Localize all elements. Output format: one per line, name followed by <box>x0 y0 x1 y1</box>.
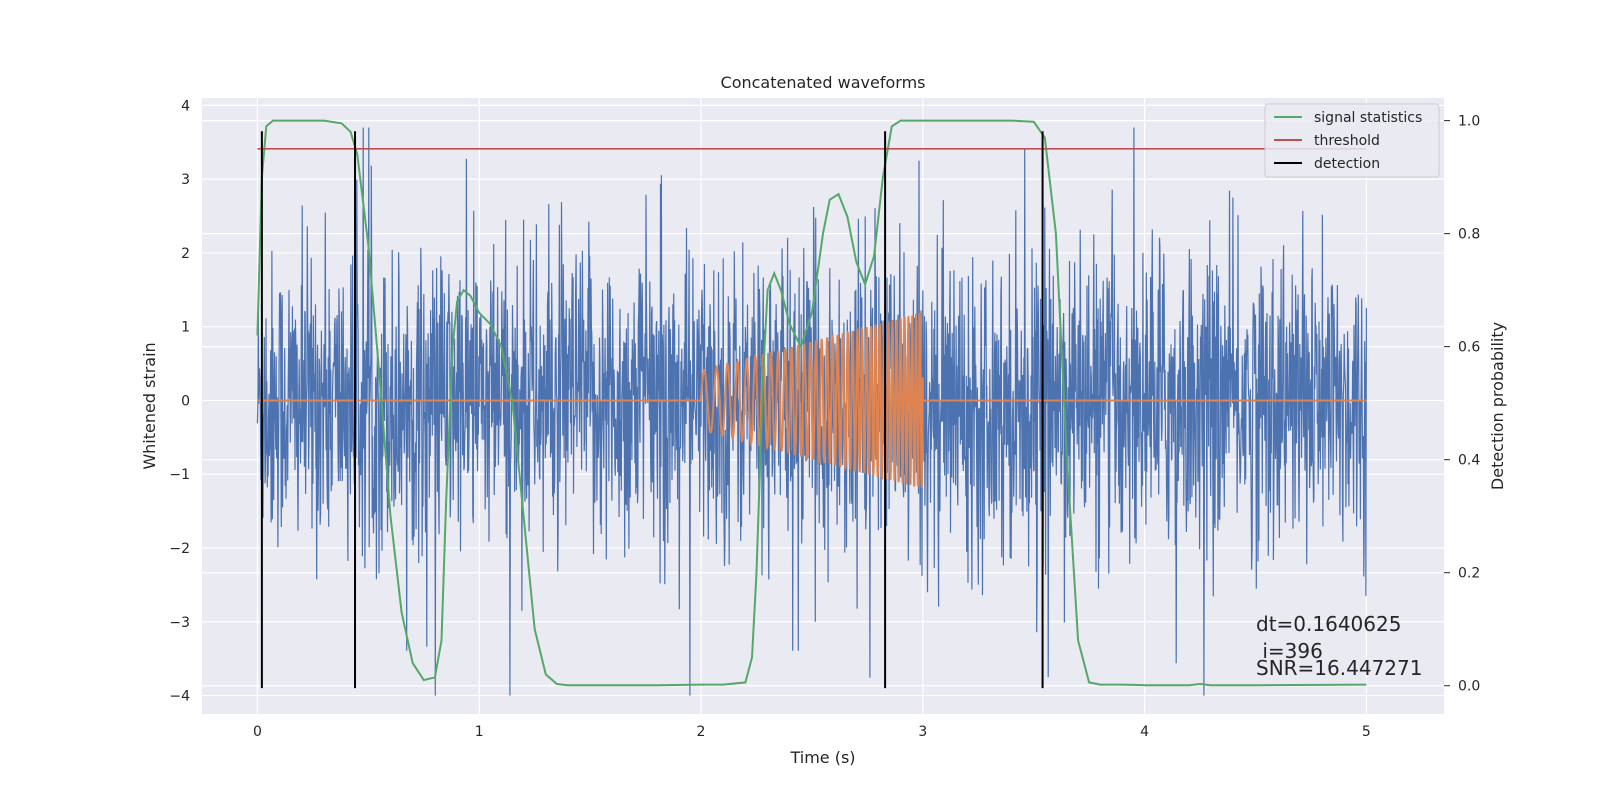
signal-statistics-series <box>256 119 1367 687</box>
x-tick-label: 4 <box>1140 724 1149 740</box>
annotation-index: i=396 <box>1256 639 1323 663</box>
legend: signal statistics threshold detection <box>1264 103 1440 178</box>
y-right-tick-label: 0.8 <box>1458 227 1480 243</box>
annotation-snr: SNR=16.447271 <box>1256 656 1422 680</box>
y-tick-label: −4 <box>169 689 190 705</box>
x-tick-label: 3 <box>918 724 927 740</box>
x-tick-label: 0 <box>253 724 262 740</box>
y-tick-label: −1 <box>169 467 190 483</box>
legend-label-threshold: threshold <box>1314 133 1380 149</box>
y-right-tick-label: 0.6 <box>1458 340 1480 356</box>
y-tick-label: −3 <box>169 615 190 631</box>
legend-label-detection: detection <box>1314 156 1380 172</box>
annotation-dt: dt=0.1640625 <box>1256 612 1401 636</box>
detection-lines <box>260 131 1044 689</box>
y-tick-label: 1 <box>181 320 190 336</box>
x-axis-label: Time (s) <box>789 748 855 767</box>
y-axis-right-label: Detection probability <box>1488 322 1507 490</box>
y-right-tick-label: 0.4 <box>1458 453 1480 469</box>
x-tick-label: 1 <box>475 724 484 740</box>
chart-title: Concatenated waveforms <box>721 73 926 92</box>
y-tick-label: 3 <box>181 172 190 188</box>
y-tick-label: 0 <box>181 393 190 409</box>
x-tick-label: 5 <box>1362 724 1371 740</box>
signal-statistics-line <box>256 119 1367 687</box>
x-tick-label: 2 <box>697 724 706 740</box>
y-tick-label: 2 <box>181 246 190 262</box>
y-axis-label: Whitened strain <box>140 342 159 469</box>
legend-label-signal-statistics: signal statistics <box>1314 110 1422 126</box>
y-right-tick-label: 0.2 <box>1458 566 1480 582</box>
y-right-tick-label: 1.0 <box>1458 114 1480 130</box>
y-tick-label: −2 <box>169 541 190 557</box>
tick-labels: 0 1 2 3 4 5 −4 −3 −2 −1 0 1 2 3 4 0.0 0.2 0.4 0.6 0.8 1.0 <box>169 98 1480 740</box>
y-right-tick-label: 0.0 <box>1458 679 1480 695</box>
injection-line <box>257 312 1367 488</box>
injection-series <box>257 312 1367 488</box>
legend-box <box>1264 103 1440 178</box>
y-tick-label: 4 <box>181 98 190 114</box>
